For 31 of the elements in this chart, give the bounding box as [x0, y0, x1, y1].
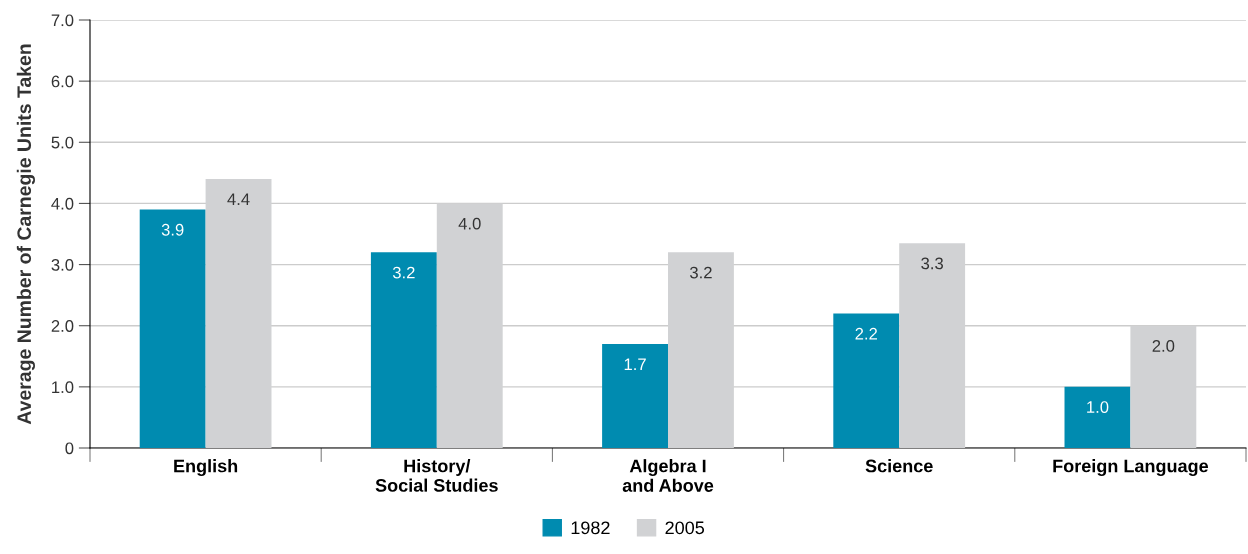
x-tick-label: Foreign Language — [1053, 459, 1209, 477]
data-label: 2.2 — [855, 327, 877, 340]
x-tick-label: Science — [865, 459, 933, 473]
data-label: 4.0 — [458, 217, 481, 230]
data-label: 1.7 — [624, 358, 646, 371]
x-tick-label: Algebra I and Above — [622, 459, 714, 492]
y-tick-label: 2.0 — [51, 320, 74, 332]
bar — [370, 252, 437, 448]
bar — [139, 209, 206, 448]
data-label: 3.2 — [690, 266, 712, 279]
bar — [833, 313, 900, 448]
y-tick-label: 6.0 — [51, 75, 74, 88]
x-tick-label: History/ Social Studies — [375, 459, 498, 492]
y-axis-title: Average Number of Carnegie Units Taken — [16, 44, 35, 425]
y-tick-label: 1.0 — [52, 381, 74, 394]
data-label: 4.4 — [227, 193, 250, 205]
y-tick-label: 5.0 — [51, 136, 74, 149]
bar — [1064, 386, 1131, 448]
y-tick-label: 4.0 — [51, 197, 74, 210]
data-label: 2.0 — [1152, 340, 1175, 352]
data-label: 3.3 — [921, 257, 943, 270]
bar — [602, 344, 668, 448]
data-label: 3.2 — [392, 266, 415, 279]
legend-label: 1982 — [571, 521, 610, 535]
y-tick-label: 0 — [65, 442, 74, 455]
data-label: 1.0 — [1087, 401, 1109, 413]
y-tick-label: 3.0 — [51, 258, 74, 271]
legend-label: 2005 — [665, 521, 705, 535]
x-tick-label: English — [174, 459, 238, 477]
data-label: 3.9 — [161, 223, 184, 236]
y-tick-label: 7.0 — [51, 14, 74, 27]
